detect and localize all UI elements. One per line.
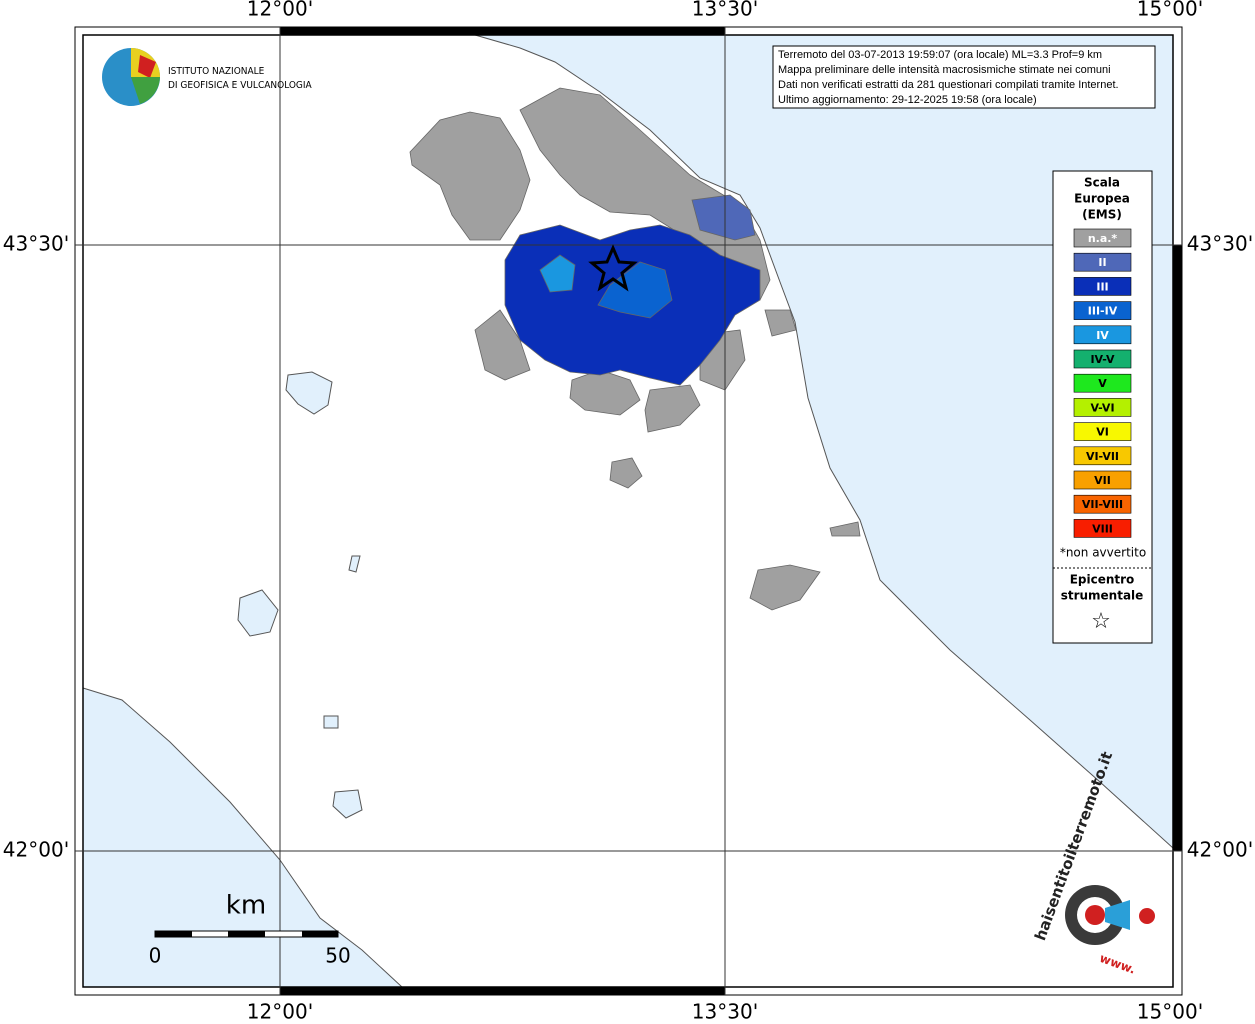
legend-label: VIII: [1092, 522, 1113, 535]
legend-label: VII: [1094, 474, 1111, 487]
lake: [323, 715, 339, 729]
municipalities-iii-iv: [597, 261, 673, 319]
lon-label: 15°00': [1137, 1000, 1203, 1024]
ingv-logo-part: [138, 55, 156, 78]
legend-label: II: [1098, 256, 1106, 269]
legend-label: IV-V: [1090, 353, 1115, 366]
lat-label: 43°30': [1187, 232, 1253, 256]
adriatic-sea: [474, 34, 1174, 850]
scale-start: 0: [149, 944, 162, 968]
legend-swatch: [1073, 494, 1132, 514]
frame-bar: [1173, 245, 1182, 851]
legend-swatch: [1073, 470, 1132, 490]
legend-swatch: [1073, 519, 1132, 538]
legend-label: III: [1096, 280, 1108, 293]
legend-swatch: [1073, 325, 1132, 345]
legend-label: VI: [1096, 426, 1109, 439]
legend-label: VII-VIII: [1082, 498, 1123, 511]
scale-unit: km: [226, 891, 266, 921]
frame-bar: [280, 987, 725, 995]
info-line: Ultimo aggiornamento: 29-12-2025 19:58 (…: [778, 94, 1037, 106]
lon-label: 12°00': [247, 0, 313, 21]
lat-label: 43°30': [3, 232, 69, 256]
legend-label: III-IV: [1088, 305, 1118, 318]
legend-swatch: [1073, 422, 1132, 441]
legend-label: V: [1098, 377, 1107, 390]
ingv-name: DI GEOFISICA E VULCANOLOGIA: [168, 80, 313, 91]
legend-epicentre: strumentale: [1061, 589, 1144, 603]
info-box: [772, 45, 1156, 109]
lon-label: 13°30': [692, 0, 758, 21]
lon-label: 13°30': [692, 1000, 758, 1024]
legend-label: V-VI: [1090, 401, 1114, 414]
epicentre-star: [588, 244, 638, 292]
legend-title: Scala: [1084, 176, 1120, 190]
legend-swatch: [1073, 349, 1132, 369]
legend-swatch: [1073, 446, 1132, 466]
legend-label: IV: [1096, 329, 1109, 342]
ingv-name: ISTITUTO NAZIONALE: [168, 66, 265, 77]
site-logo: [1085, 905, 1105, 925]
frame-bar: [280, 27, 725, 35]
municipalities-ii: [691, 194, 756, 241]
legend-swatch: [1073, 252, 1132, 272]
info-line: Terremoto del 03-07-2013 19:59:07 (ora l…: [778, 49, 1102, 61]
legend-swatch: [1073, 301, 1132, 320]
scale-bar-seg: [155, 931, 192, 937]
legend-swatch: [1073, 277, 1132, 296]
legend-epicentre: Epicentro: [1070, 573, 1135, 587]
lake: [348, 555, 361, 573]
info-line: Mappa preliminare delle intensità macros…: [778, 64, 1111, 76]
legend-swatch: [1073, 228, 1132, 248]
lat-label: 42°00': [3, 838, 69, 862]
legend-title: (EMS): [1082, 208, 1122, 222]
graticule: [75, 27, 1182, 995]
legend-title: Europea: [1074, 192, 1130, 206]
legend-label: VI-VII: [1086, 450, 1119, 463]
lake: [332, 789, 363, 819]
lake: [237, 589, 279, 637]
legend-swatch: [1073, 373, 1132, 393]
lat-label: 42°00': [1187, 838, 1253, 862]
municipalities-iv: [539, 254, 576, 293]
ingv-logo-part: [131, 77, 160, 104]
legend: ScalaEuropea(EMS)n.a.*IIIIIIII-IVIVIV-VV…: [1053, 176, 1152, 634]
lake: [285, 371, 333, 415]
scale-end: 50: [325, 944, 350, 968]
scale-bar-seg: [302, 931, 338, 937]
legend-note: *non avvertito: [1060, 546, 1146, 560]
site-logo: [1139, 908, 1155, 924]
lon-label: 12°00': [247, 1000, 313, 1024]
legend-swatch: [1073, 398, 1132, 417]
scale-bar-seg: [228, 931, 265, 937]
info-text: Terremoto del 03-07-2013 19:59:07 (ora l…: [778, 49, 1119, 106]
info-line: Dati non verificati estratti da 281 ques…: [778, 79, 1119, 91]
legend-star: ☆: [1091, 609, 1111, 634]
lon-label: 15°00': [1137, 0, 1203, 21]
legend-label: n.a.*: [1088, 232, 1118, 245]
site-logo: [1105, 900, 1130, 930]
